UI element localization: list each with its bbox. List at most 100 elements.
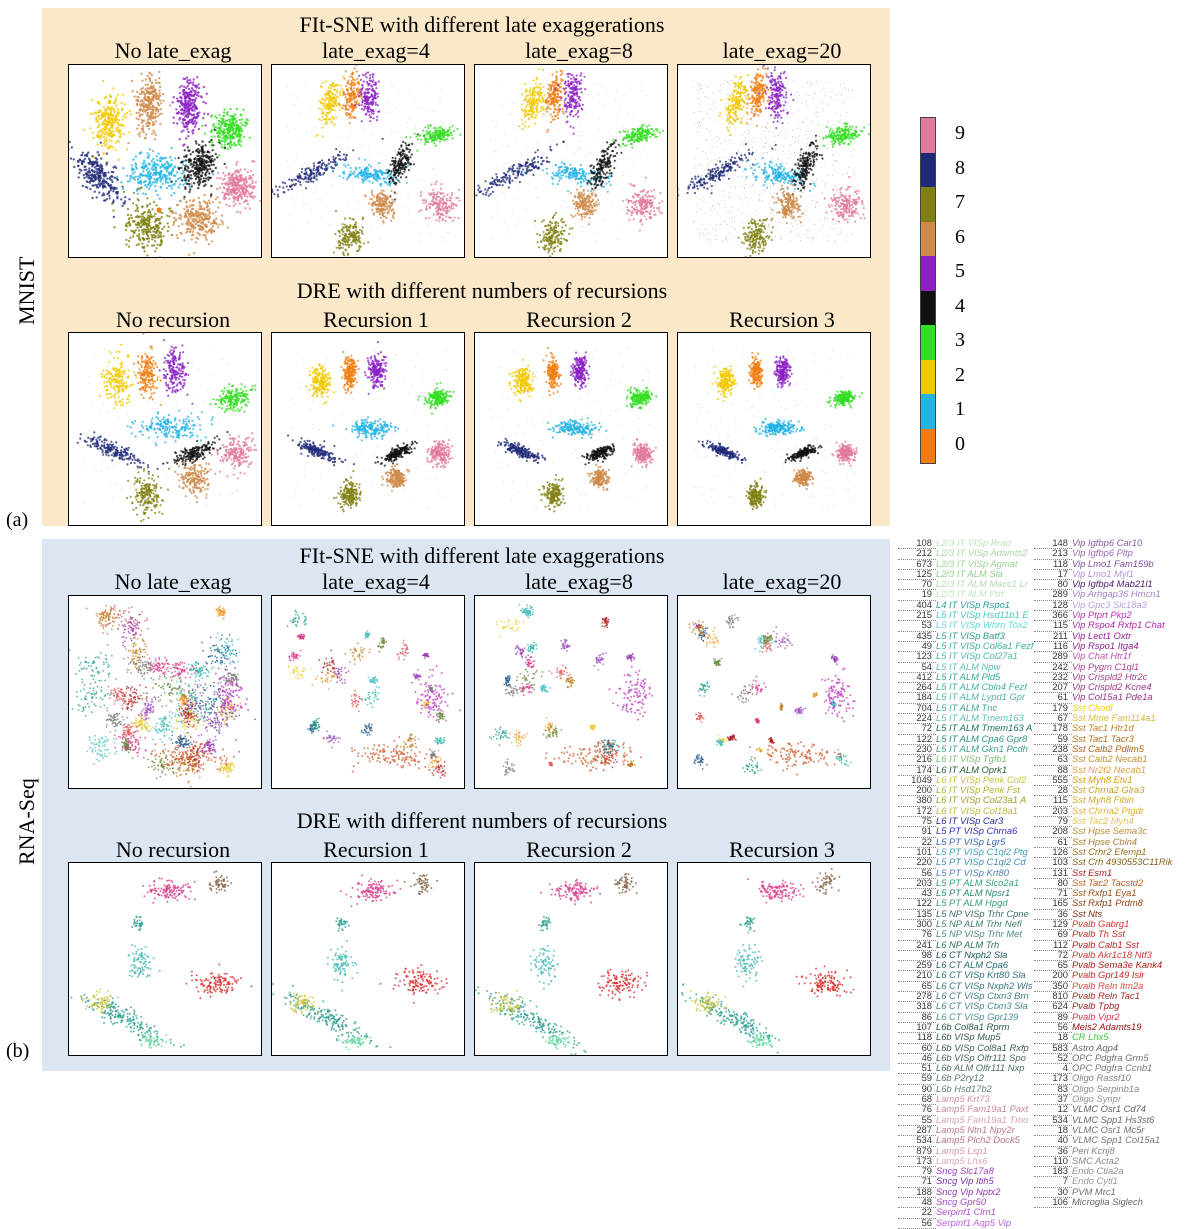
cluster-blob	[69, 990, 185, 1048]
cluster-blob	[545, 70, 566, 133]
cluster-blob	[601, 617, 609, 628]
cluster-blob	[128, 944, 161, 978]
colorbar-tick-label: 2	[955, 364, 965, 387]
cluster-blob	[333, 210, 370, 257]
cluster-blob	[749, 676, 767, 696]
rna-dre-col-4: Recursion 3	[677, 837, 887, 863]
cluster-blob	[548, 762, 553, 767]
mnist-dre-title: DRE with different numbers of recursions	[42, 278, 922, 304]
cluster-blob	[77, 431, 159, 473]
colorbar-tick-label: 4	[955, 295, 965, 318]
cluster-blob	[143, 711, 180, 743]
cluster-blob	[713, 658, 722, 666]
cluster-blob	[695, 712, 705, 723]
cluster-blob	[796, 965, 855, 997]
cluster-blob	[547, 417, 607, 439]
cluster-blob	[80, 988, 119, 1013]
cluster-blob	[114, 732, 147, 759]
cluster-blob	[836, 749, 852, 767]
cluster-blob	[475, 141, 565, 202]
mnist-fitsne-plot-no-late-exag	[68, 64, 262, 258]
cluster-blob	[413, 669, 422, 681]
cluster-blob	[748, 352, 764, 390]
colorbar-tick-label: 3	[955, 329, 965, 352]
cluster-blob	[117, 611, 141, 647]
cluster-blob	[338, 65, 363, 124]
cluster-blob	[361, 723, 373, 736]
cluster-blob	[735, 931, 764, 987]
colorbar-tick-label: 0	[955, 433, 965, 456]
cluster-blob	[133, 714, 153, 732]
cluster-blob	[779, 703, 783, 711]
legend-label: Serpinf1 Aqp5 Vip	[936, 1217, 1011, 1228]
cluster-blob	[86, 731, 117, 765]
colorbar-segment	[921, 325, 935, 360]
cluster-blob	[693, 754, 707, 770]
cluster-blob	[426, 439, 453, 469]
cluster-blob	[548, 665, 571, 680]
cluster-blob	[496, 620, 525, 638]
cluster-blob	[140, 696, 157, 721]
cluster-blob	[417, 382, 454, 415]
cluster-blob	[824, 176, 866, 224]
embedding-scatter	[678, 596, 870, 788]
cluster-blob	[529, 945, 559, 990]
cluster-blob	[327, 940, 359, 992]
mnist-dre-col-2: Recursion 1	[271, 307, 481, 333]
rna-dre-title: DRE with different numbers of recursions	[42, 808, 922, 834]
rnaseq-side-label: RNA-Seq	[14, 778, 40, 865]
rna-dre-plot-recursion-2	[474, 862, 668, 1056]
cluster-blob	[581, 443, 615, 465]
cluster-blob	[726, 614, 740, 629]
mnist-dre-col-3: Recursion 2	[474, 307, 684, 333]
cluster-blob	[69, 136, 131, 218]
colorbar-segment	[921, 187, 935, 222]
cluster-blob	[364, 190, 397, 224]
cluster-blob	[599, 740, 620, 762]
background-noise	[693, 80, 855, 243]
colorbar-tick-label: 7	[955, 191, 965, 214]
rna-dre-plot-recursion-1	[271, 862, 465, 1056]
cluster-blob	[411, 665, 461, 723]
embedding-scatter	[678, 333, 870, 525]
cluster-blob	[775, 626, 793, 649]
cluster-blob	[812, 868, 841, 895]
colorbar-tick-label: 6	[955, 226, 965, 249]
cluster-blob	[545, 741, 642, 772]
cluster-blob	[311, 718, 320, 732]
cluster-blob	[127, 71, 171, 152]
cluster-blob	[731, 685, 754, 703]
rna-fitsne-plot-late-exag-20	[677, 595, 871, 789]
embedding-scatter	[69, 65, 261, 257]
cluster-blob	[570, 351, 591, 390]
cluster-blob	[364, 630, 370, 639]
cluster-blob	[560, 639, 571, 652]
embedding-scatter	[69, 333, 261, 525]
cluster-blob	[360, 686, 381, 708]
cluster-blob	[272, 983, 392, 1055]
cluster-blob	[749, 741, 842, 775]
cluster-blob	[377, 637, 387, 653]
cluster-blob	[288, 665, 313, 680]
cluster-blob	[340, 351, 359, 394]
embedding-scatter	[678, 863, 870, 1055]
cluster-blob	[821, 668, 856, 723]
cluster-blob	[131, 916, 143, 931]
digit-colorbar	[920, 117, 936, 464]
cluster-blob	[287, 434, 355, 466]
colorbar-segment	[921, 429, 935, 464]
mnist-side-label: MNIST	[14, 257, 40, 325]
mnist-fitsne-col-4: late_exag=20	[677, 38, 887, 64]
cluster-blob	[404, 872, 439, 895]
cluster-blob	[527, 642, 537, 654]
cluster-blob	[332, 416, 399, 441]
cluster-blob	[288, 650, 301, 662]
cluster-blob	[598, 969, 649, 1001]
mnist-dre-plot-recursion-2	[474, 332, 668, 526]
embedding-scatter	[69, 863, 261, 1055]
cluster-blob	[351, 690, 364, 712]
cluster-blob	[614, 873, 638, 894]
cluster-blob	[422, 653, 430, 660]
cluster-blob	[515, 645, 527, 659]
